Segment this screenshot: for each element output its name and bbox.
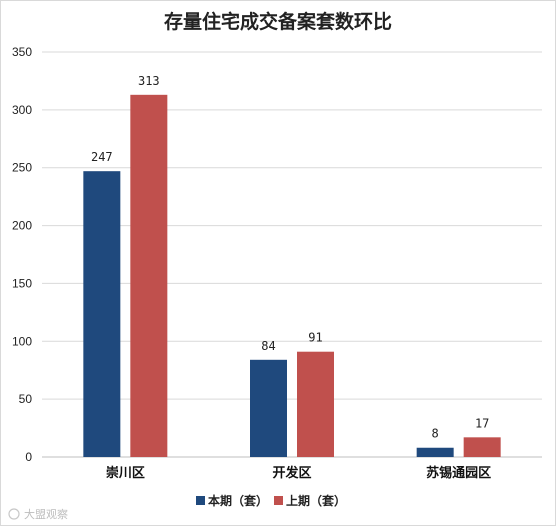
y-tick-label: 350 <box>12 45 32 59</box>
y-tick-label: 200 <box>12 219 32 233</box>
watermark: 大盟观察 <box>8 507 68 521</box>
y-tick-label: 250 <box>12 161 32 175</box>
bar <box>297 351 334 457</box>
y-tick-label: 50 <box>19 392 33 406</box>
bar <box>250 359 287 457</box>
data-labels: 247 313 84 91 8 17 <box>91 74 489 441</box>
legend-swatch <box>274 496 283 505</box>
bar <box>416 447 454 457</box>
x-tick-label: 崇川区 <box>106 465 145 481</box>
x-axis: 崇川区 开发区 苏锡通园区 <box>106 465 491 481</box>
y-tick-label: 300 <box>12 103 32 117</box>
data-label: 313 <box>138 74 160 88</box>
bar <box>463 437 501 457</box>
data-label: 91 <box>308 331 322 345</box>
y-tick-label: 0 <box>25 450 32 464</box>
chart-title: 存量住宅成交备案套数环比 <box>164 10 392 33</box>
legend-item: 本期（套） <box>196 493 268 508</box>
legend-item: 上期（套） <box>274 493 346 508</box>
bars <box>83 94 501 458</box>
bar <box>130 94 168 458</box>
legend-swatch <box>196 496 205 505</box>
y-tick-label: 150 <box>12 276 32 290</box>
x-tick-label: 苏锡通园区 <box>426 465 491 481</box>
gridlines <box>42 51 542 458</box>
legend-label: 上期（套） <box>286 493 346 508</box>
data-label: 8 <box>432 427 439 441</box>
legend: 本期（套） 上期（套） <box>196 493 346 508</box>
data-label: 17 <box>475 416 489 430</box>
bar <box>83 171 121 457</box>
y-tick-label: 100 <box>12 334 32 348</box>
data-label: 84 <box>261 339 275 353</box>
watermark-logo-icon <box>8 508 20 520</box>
data-label: 247 <box>91 150 113 164</box>
legend-label: 本期（套） <box>208 493 268 508</box>
x-tick-label: 开发区 <box>272 465 311 481</box>
y-axis: 0 50 100 150 200 250 300 350 <box>12 45 32 464</box>
watermark-text: 大盟观察 <box>24 507 68 521</box>
